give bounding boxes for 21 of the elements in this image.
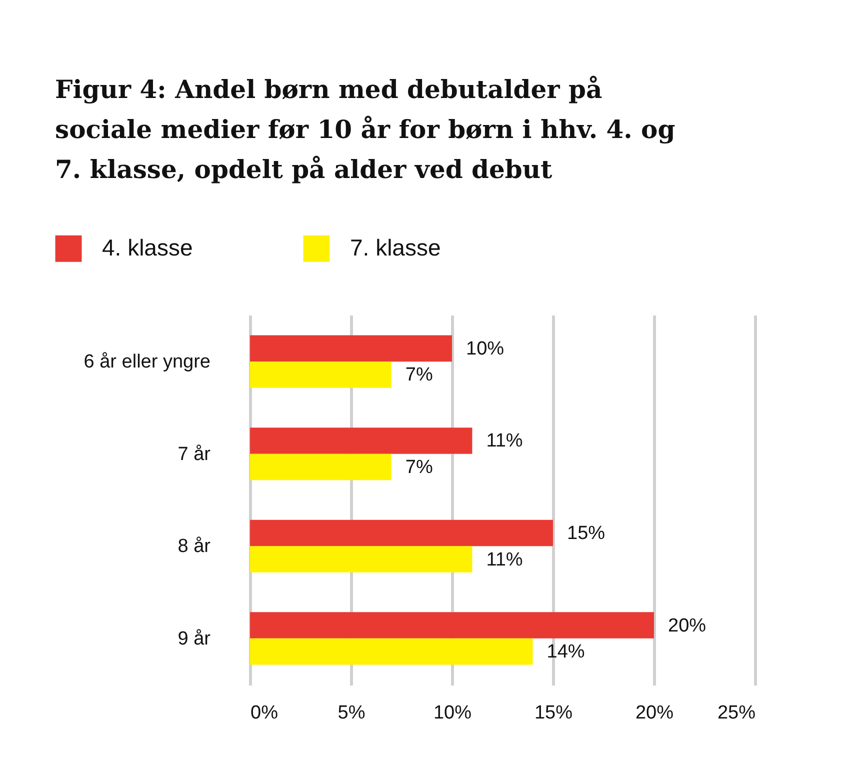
legend-label: 4. klasse (102, 234, 193, 261)
x-tick-label: 25% (717, 702, 756, 724)
data-label: 7% (405, 457, 433, 478)
x-tick-label: 10% (433, 702, 472, 724)
data-label: 11% (486, 430, 523, 452)
x-tick-label: 5% (338, 702, 366, 724)
chart-title: Figur 4: Andel børn med debutalder på sociale medier før 10 år for børn i hhv. 4. og 7. klasse, opdelt på alder ved debut (55, 74, 676, 186)
data-label: 7% (405, 364, 433, 386)
data-label: 11% (486, 549, 523, 570)
y-tick-label: 7 år (178, 444, 212, 465)
legend-label: 7. klasse (350, 234, 441, 261)
data-label: 10% (466, 338, 504, 360)
y-tick-label: 6 år eller yngre (84, 352, 210, 373)
x-tick-label: 20% (635, 702, 674, 724)
data-label: 20% (668, 615, 706, 636)
x-tick-label: 15% (534, 702, 573, 724)
y-tick-label: 9 år (178, 628, 212, 650)
data-label: 15% (567, 522, 606, 544)
y-tick-label: 8 år (178, 536, 212, 558)
data-label: 14% (546, 642, 585, 663)
x-tick-label: 0% (250, 702, 278, 724)
